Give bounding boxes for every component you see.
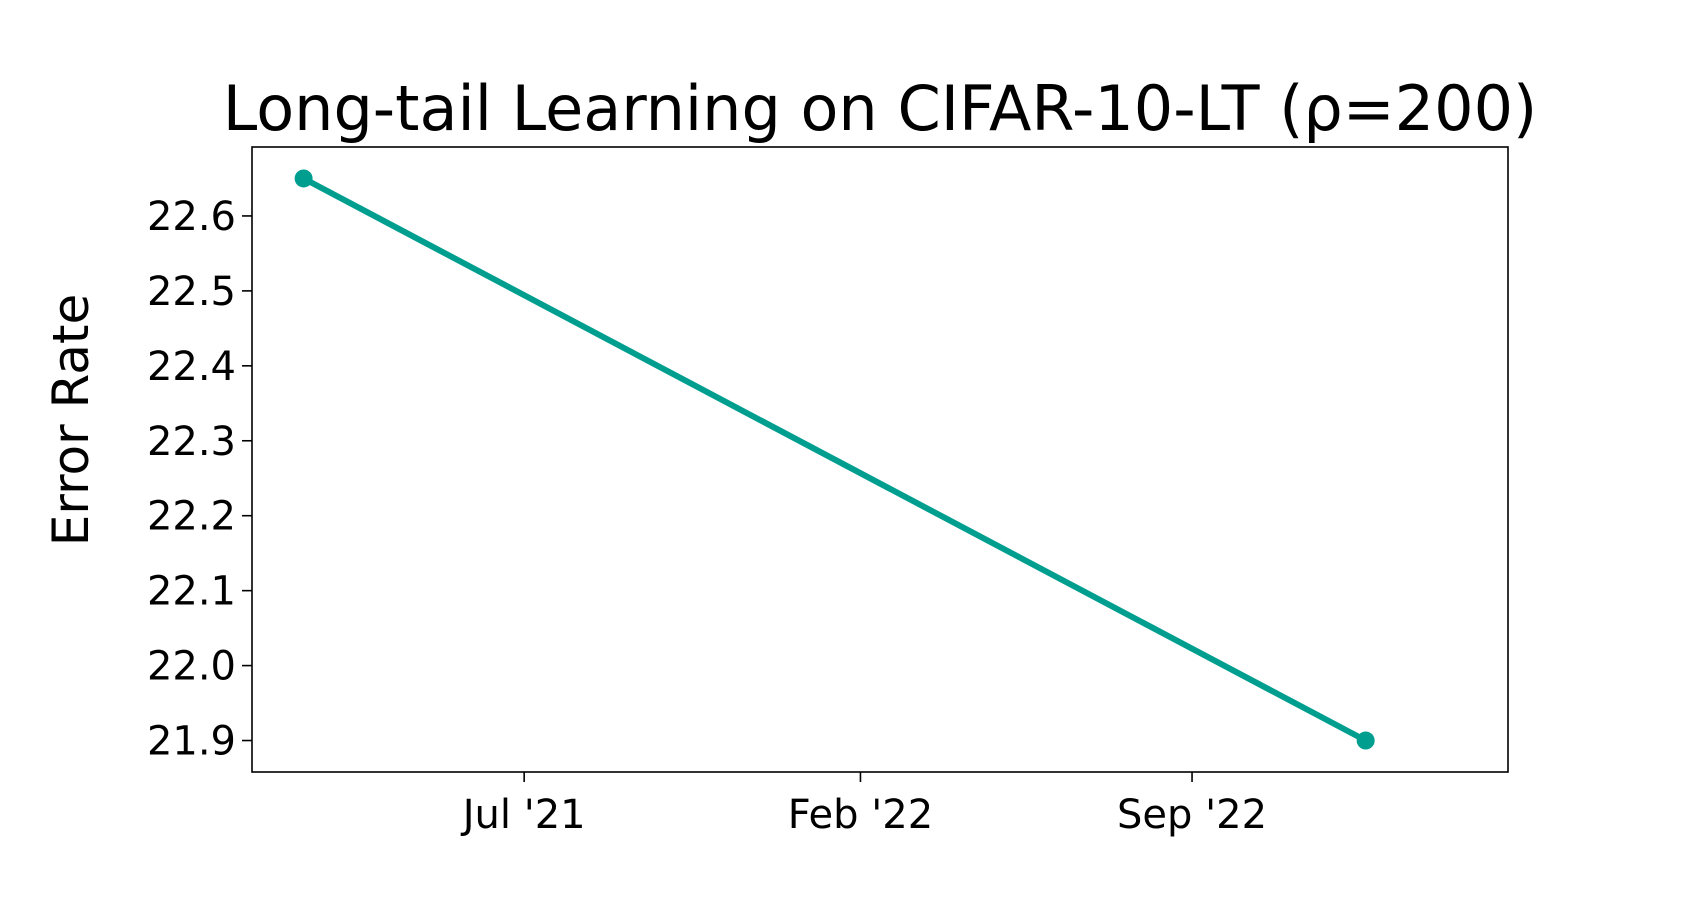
series-line: [300, 175, 1369, 744]
data-point: [1356, 731, 1375, 750]
chart-title: Long-tail Learning on CIFAR-10-LT (ρ=200…: [223, 72, 1537, 145]
y-tick-label: 22.4: [147, 344, 236, 390]
x-tick-label: Sep '22: [1117, 792, 1267, 838]
x-tick-label: Feb '22: [788, 792, 933, 838]
y-tick-label: 21.9: [147, 719, 236, 765]
x-tick-label: Jul '21: [460, 792, 586, 838]
y-tick-label: 22.6: [147, 194, 236, 240]
y-tick-label: 22.2: [147, 494, 236, 540]
y-tick-label: 22.3: [147, 419, 236, 465]
plot-area: 21.9 22.0 22.1 22.2 22.3 22.4 22.5 22.6 Jul '21 F…: [147, 169, 1375, 838]
y-tick-label: 22.5: [147, 269, 236, 315]
data-point: [294, 169, 313, 188]
plot-frame: [251, 146, 1509, 773]
y-axis-label: Error Rate: [42, 294, 100, 546]
y-tick-label: 22.1: [147, 569, 236, 615]
y-tick-label: 22.0: [147, 644, 236, 690]
